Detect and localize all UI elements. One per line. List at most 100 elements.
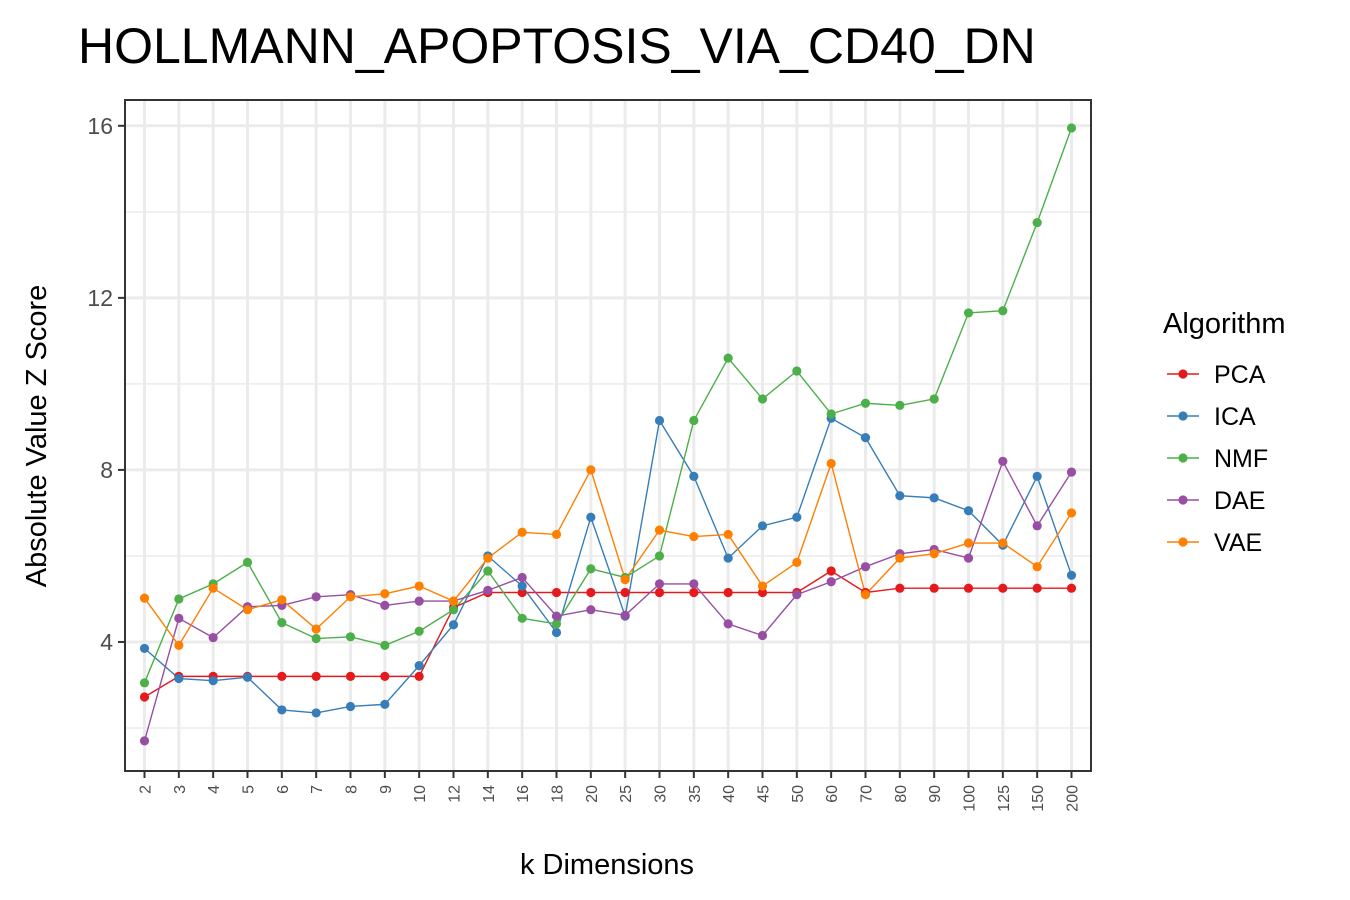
point-ica [380, 699, 390, 709]
point-nmf [242, 557, 253, 567]
point-ica [311, 708, 321, 718]
point-ica [139, 643, 150, 654]
point-nmf [483, 566, 493, 576]
series-layer [139, 123, 1077, 746]
point-ica [448, 620, 459, 630]
point-nmf [277, 618, 287, 628]
point-pca [620, 587, 630, 598]
x-tick-label: 16 [515, 785, 532, 803]
point-vae [174, 640, 184, 651]
plot-panel-border [124, 99, 1092, 772]
x-tick-label: 4 [206, 785, 223, 794]
point-vae [723, 529, 733, 540]
point-vae [242, 605, 253, 615]
x-tick-label: 45 [756, 785, 773, 803]
x-tick-label: 35 [687, 785, 704, 803]
x-tick-label: 20 [584, 785, 601, 803]
point-ica [208, 676, 218, 686]
x-tick-label: 14 [481, 785, 498, 803]
point-nmf [963, 308, 974, 318]
point-vae [792, 557, 802, 567]
point-nmf [929, 394, 939, 404]
x-tick-label: 125 [996, 785, 1013, 812]
point-vae [311, 624, 321, 634]
point-vae [963, 538, 974, 548]
point-ica [517, 581, 527, 591]
x-tick-label: 80 [893, 785, 910, 803]
point-pca [654, 587, 665, 598]
point-ica [1032, 471, 1042, 481]
point-vae [380, 589, 390, 599]
legend: Algorithm PCA ICA NMF DAE VAE [1163, 308, 1286, 557]
point-pca [345, 671, 356, 681]
point-ica [414, 661, 424, 671]
x-axis-title: k Dimensions [520, 849, 694, 881]
point-dae [1032, 521, 1042, 531]
point-nmf [1032, 217, 1042, 228]
point-dae [311, 592, 321, 602]
point-pca [963, 583, 974, 593]
point-nmf [689, 415, 699, 426]
point-vae [689, 531, 699, 542]
y-tick-label: 16 [87, 113, 113, 139]
point-vae [654, 525, 665, 535]
series-line-ica [144, 417, 1073, 714]
point-ica [1066, 570, 1077, 580]
series-line-nmf [143, 127, 1073, 684]
series-line-dae [143, 459, 1073, 742]
legend-key-point-pca [1178, 369, 1188, 379]
point-dae [414, 596, 424, 606]
point-vae [860, 590, 871, 600]
legend-label-nmf: NMF [1214, 445, 1268, 473]
point-nmf [792, 366, 802, 376]
x-tick-label: 5 [241, 785, 258, 794]
point-pca [551, 587, 562, 598]
point-dae [792, 590, 802, 600]
point-vae [277, 595, 287, 605]
point-pca [311, 671, 321, 681]
point-ica [654, 415, 665, 426]
point-nmf [551, 619, 562, 629]
x-tick-label: 150 [1030, 785, 1047, 812]
point-ica [963, 506, 974, 516]
point-ica [551, 627, 562, 638]
x-tick-label: 30 [653, 785, 670, 803]
x-tick-label: 25 [618, 785, 635, 803]
series-line-pca [144, 570, 1072, 698]
point-ica [277, 705, 287, 715]
point-dae [689, 579, 699, 589]
point-nmf [723, 353, 733, 363]
x-tick-label: 100 [962, 785, 979, 812]
point-nmf [895, 400, 905, 410]
x-tick-label: 2 [138, 785, 155, 794]
point-vae [517, 527, 527, 537]
point-dae [860, 562, 871, 572]
point-vae [1066, 508, 1077, 518]
point-vae [998, 538, 1008, 548]
point-nmf [380, 640, 390, 651]
point-dae [998, 456, 1008, 466]
point-vae [414, 581, 424, 591]
point-nmf [139, 678, 150, 688]
x-tick-label: 10 [412, 785, 429, 803]
chart-title: HOLLMANN_APOPTOSIS_VIA_CD40_DN [78, 18, 1036, 74]
point-vae [757, 581, 768, 591]
x-tick-label: 6 [275, 785, 292, 794]
point-vae [208, 583, 218, 593]
point-dae [654, 579, 665, 589]
point-nmf [860, 398, 871, 408]
point-ica [792, 512, 802, 522]
point-dae [586, 605, 596, 615]
legend-title: Algorithm [1163, 308, 1286, 340]
x-tick-label: 12 [447, 785, 464, 803]
point-nmf [654, 551, 665, 561]
point-pca [380, 671, 390, 681]
point-nmf [517, 613, 527, 623]
point-vae [895, 553, 905, 563]
point-ica [860, 433, 871, 443]
point-dae [380, 600, 390, 611]
point-dae [139, 736, 150, 746]
point-pca [1032, 583, 1042, 593]
point-nmf [345, 632, 356, 642]
